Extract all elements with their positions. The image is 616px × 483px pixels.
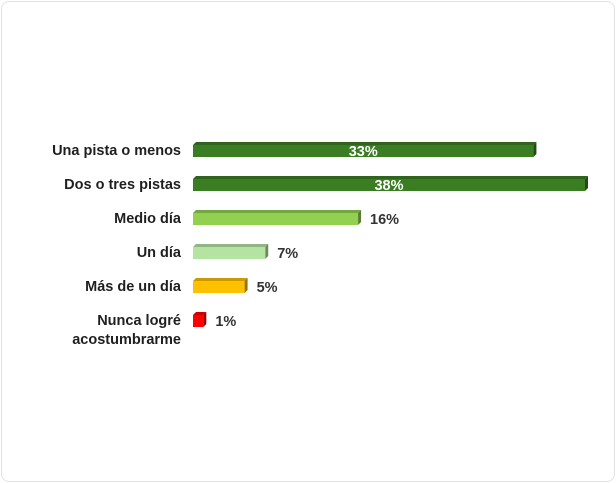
bar-side <box>533 142 537 157</box>
bar-top <box>193 210 362 213</box>
bar-top <box>193 278 248 281</box>
data-label: 33% <box>349 144 378 160</box>
bar-top <box>193 176 588 179</box>
data-label: 5% <box>257 280 278 296</box>
category-label: Medio día <box>114 211 182 227</box>
bar <box>193 247 266 259</box>
bar-side <box>244 278 248 293</box>
category-label: Un día <box>137 245 182 261</box>
category-label: Nunca logré <box>97 313 181 329</box>
bar-top <box>193 142 537 145</box>
data-label: 1% <box>215 314 236 330</box>
bar-side <box>265 244 269 259</box>
data-label: 7% <box>277 246 298 262</box>
bar-top <box>193 244 269 247</box>
category-label: Dos o tres pistas <box>64 177 181 193</box>
bar <box>193 281 245 293</box>
data-label: 16% <box>370 212 399 228</box>
bar-side <box>203 312 207 327</box>
bar-side <box>585 176 588 191</box>
category-label: acostumbrarme <box>72 332 181 348</box>
data-label: 38% <box>374 178 403 194</box>
bar <box>193 213 359 225</box>
category-label: Más de un día <box>85 279 182 295</box>
bar-side <box>358 210 362 225</box>
bar-top <box>193 312 207 315</box>
bar <box>193 315 204 327</box>
bar <box>193 179 585 191</box>
category-label: Una pista o menos <box>52 143 181 159</box>
bar <box>193 145 534 157</box>
